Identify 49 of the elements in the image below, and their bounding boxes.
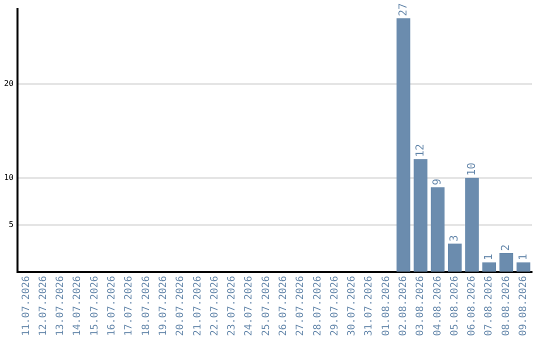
data-label: 27 — [396, 2, 410, 16]
x-tick-label: 21.07.2026 — [192, 276, 204, 336]
data-label: 9 — [430, 178, 444, 186]
y-tick-label: 10 — [4, 172, 14, 182]
x-tick-label: 28.07.2026 — [312, 276, 324, 336]
y-tick-label: 20 — [4, 79, 14, 88]
bar — [482, 262, 496, 272]
x-tick-label: 01.08.2026 — [380, 276, 392, 336]
data-label: 3 — [448, 234, 461, 242]
data-label: 1 — [482, 254, 495, 260]
x-tick-label: 31.07.2026 — [364, 276, 375, 336]
bar — [516, 262, 530, 272]
x-tick-label: 24.07.2026 — [244, 276, 255, 336]
x-tick-label: 23.07.2026 — [226, 276, 238, 336]
x-tick-label: 06.08.2026 — [466, 276, 478, 336]
x-tick-label: 30.07.2026 — [346, 276, 358, 336]
x-tick-label: 25.07.2026 — [260, 276, 272, 336]
x-tick-label: 17.07.2026 — [124, 276, 135, 336]
x-tick-label: 15.07.2026 — [89, 276, 100, 336]
x-tick-label: 09.08.2026 — [518, 276, 530, 336]
x-tick-label: 18.07.2026 — [140, 276, 152, 336]
data-label: 1 — [516, 254, 530, 260]
x-tick-label: 29.07.2026 — [329, 276, 340, 336]
x-tick-label: 16.07.2026 — [106, 276, 118, 336]
x-tick-label: 26.07.2026 — [278, 276, 289, 336]
data-label: 10 — [464, 162, 478, 176]
bar — [499, 253, 514, 272]
bar — [430, 187, 445, 272]
x-tick-label: 12.07.2026 — [38, 276, 49, 336]
bar — [396, 18, 410, 272]
x-tick-label: 27.07.2026 — [295, 276, 306, 336]
data-label: 12 — [413, 144, 426, 158]
bar — [465, 178, 479, 272]
x-tick-label: 02.08.2026 — [398, 276, 409, 336]
x-tick-label: 08.08.2026 — [500, 276, 512, 336]
x-tick-label: 11.07.2026 — [20, 276, 32, 336]
x-tick-label: 05.08.2026 — [449, 276, 460, 336]
y-tick-label: 5 — [8, 220, 14, 229]
bar — [414, 159, 428, 272]
x-tick-label: 07.08.2026 — [484, 276, 495, 336]
x-tick-label: 14.07.2026 — [72, 276, 84, 336]
x-tick-label: 04.08.2026 — [432, 276, 444, 336]
x-tick-label: 22.07.2026 — [209, 276, 220, 336]
x-tick-label: 13.07.2026 — [55, 276, 66, 336]
x-tick-label: 19.07.2026 — [158, 276, 169, 336]
bar — [448, 244, 462, 272]
x-tick-label: 20.07.2026 — [175, 276, 186, 336]
data-label: 2 — [499, 244, 512, 252]
x-tick-label: 03.08.2026 — [415, 276, 426, 336]
